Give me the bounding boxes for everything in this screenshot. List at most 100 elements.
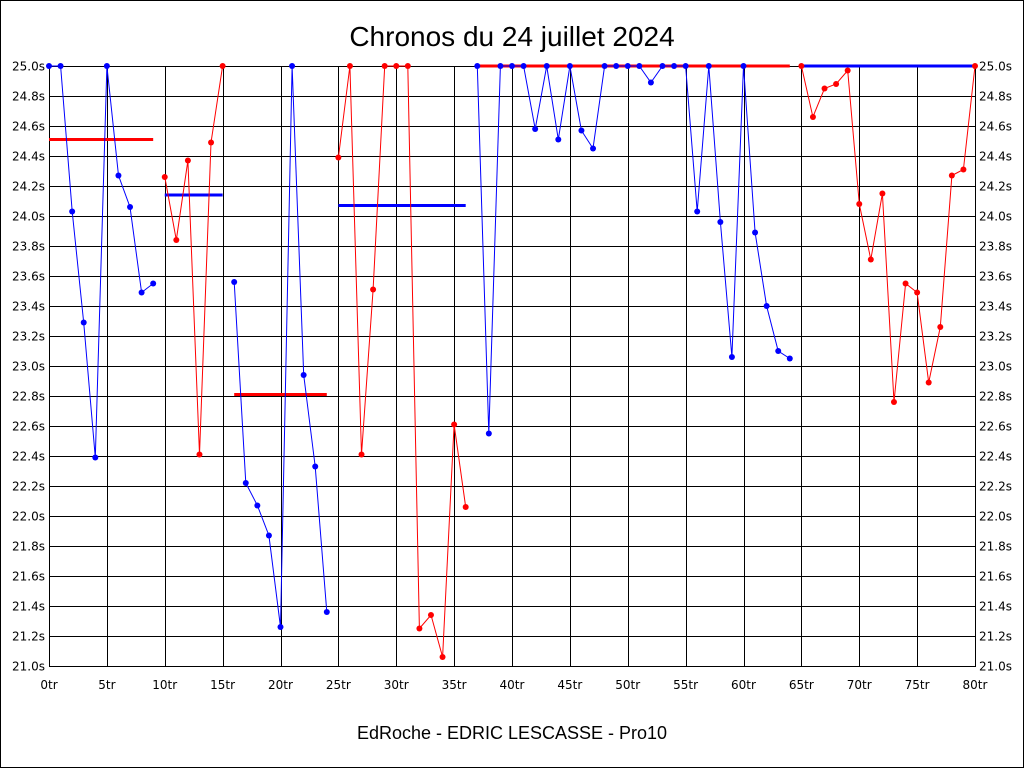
y-tick-label-right: 24.2s	[979, 180, 1012, 194]
data-point	[416, 625, 423, 632]
data-point	[740, 63, 747, 69]
y-tick-label-right: 21.0s	[979, 660, 1012, 674]
data-point	[184, 157, 191, 164]
x-tick-label: 55tr	[673, 678, 698, 692]
data-point	[265, 532, 272, 539]
data-point	[69, 208, 76, 215]
x-tick-label: 45tr	[557, 678, 582, 692]
data-point	[80, 319, 87, 326]
y-tick-label-left: 23.0s	[12, 360, 45, 374]
data-point	[46, 63, 52, 69]
data-point	[902, 280, 909, 287]
data-point	[427, 612, 434, 618]
y-tick-label-left: 23.2s	[12, 330, 45, 344]
data-point	[856, 201, 863, 207]
data-point	[821, 85, 828, 92]
data-point	[474, 63, 481, 69]
data-point	[914, 289, 921, 296]
data-point	[57, 63, 64, 69]
y-tick-label-left: 22.4s	[12, 450, 45, 464]
y-tick-label-left: 24.0s	[12, 210, 45, 224]
data-point	[763, 303, 770, 309]
data-point	[127, 204, 134, 210]
x-tick-label: 5tr	[98, 678, 115, 692]
x-tick-label: 80tr	[963, 678, 988, 692]
x-tick-label: 75tr	[905, 678, 930, 692]
y-tick-label-left: 22.8s	[12, 390, 45, 404]
x-tick-label: 30tr	[384, 678, 409, 692]
y-tick-label-left: 24.2s	[12, 180, 45, 194]
data-point	[161, 174, 168, 180]
data-point	[752, 229, 759, 236]
data-point	[219, 63, 226, 69]
data-point	[798, 63, 805, 69]
y-tick-label-left: 23.6s	[12, 270, 45, 284]
y-tick-label-left: 23.8s	[12, 240, 45, 254]
series-group	[46, 63, 978, 660]
data-point	[173, 237, 180, 243]
data-point	[370, 286, 377, 293]
y-tick-label-right: 24.0s	[979, 210, 1012, 224]
data-point	[960, 166, 967, 173]
data-point	[786, 355, 793, 362]
data-point	[705, 63, 712, 69]
y-tick-label-right: 22.8s	[979, 390, 1012, 404]
data-point	[590, 145, 597, 152]
y-tick-label-right: 21.8s	[979, 540, 1012, 554]
data-point	[578, 127, 585, 134]
y-tick-label-right: 21.4s	[979, 600, 1012, 614]
data-point	[659, 63, 666, 69]
y-tick-label-left: 21.0s	[12, 660, 45, 674]
y-axis-right: 21.0s 21.2s 21.4s 21.6s 21.8s 22.0s 22.2s 22.4s…	[979, 60, 1012, 674]
data-point	[393, 63, 400, 69]
data-point	[451, 421, 458, 428]
data-point	[844, 67, 851, 74]
data-point	[277, 624, 284, 630]
series-line	[164, 65, 224, 455]
data-point	[543, 63, 550, 69]
y-tick-label-left: 24.4s	[12, 150, 45, 164]
data-point	[948, 172, 955, 179]
y-tick-label-right: 23.0s	[979, 360, 1012, 374]
x-tick-label: 20tr	[268, 678, 293, 692]
x-tick-label: 40tr	[500, 678, 525, 692]
y-tick-label-right: 22.0s	[979, 510, 1012, 524]
data-point	[566, 63, 573, 69]
y-tick-label-left: 23.4s	[12, 300, 45, 314]
data-point	[92, 454, 99, 461]
data-point	[346, 63, 353, 69]
data-point	[289, 63, 296, 69]
x-axis: 0tr 5tr 10tr 15tr 20tr 25tr 30tr 35tr 40tr 45tr 50…	[40, 678, 987, 692]
y-tick-label-left: 22.2s	[12, 480, 45, 494]
data-point	[601, 63, 608, 69]
data-point	[613, 63, 620, 69]
y-tick-label-left: 24.8s	[12, 90, 45, 104]
y-tick-label-left: 22.0s	[12, 510, 45, 524]
data-point	[532, 126, 539, 132]
data-point	[624, 63, 631, 69]
y-tick-label-right: 24.4s	[979, 150, 1012, 164]
series-line	[476, 65, 791, 434]
data-point	[335, 154, 342, 161]
data-point	[694, 208, 701, 215]
y-tick-label-left: 25.0s	[12, 60, 45, 74]
chart-caption: EdRoche - EDRIC LESCASSE - Pro10	[357, 723, 667, 743]
x-tick-label: 0tr	[40, 678, 57, 692]
x-tick-label: 70tr	[847, 678, 872, 692]
data-point	[717, 219, 724, 225]
data-point	[150, 280, 157, 287]
data-point	[925, 379, 932, 386]
series-line	[49, 65, 154, 458]
y-tick-label-right: 25.0s	[979, 60, 1012, 74]
y-tick-label-right: 22.2s	[979, 480, 1012, 494]
data-point	[485, 430, 492, 437]
data-point	[879, 190, 886, 197]
y-tick-label-right: 23.6s	[979, 270, 1012, 284]
data-point	[497, 63, 504, 69]
series-line	[800, 65, 976, 403]
data-point	[439, 654, 446, 660]
x-tick-label: 35tr	[442, 678, 467, 692]
y-tick-label-right: 22.4s	[979, 450, 1012, 464]
data-point	[300, 372, 307, 378]
